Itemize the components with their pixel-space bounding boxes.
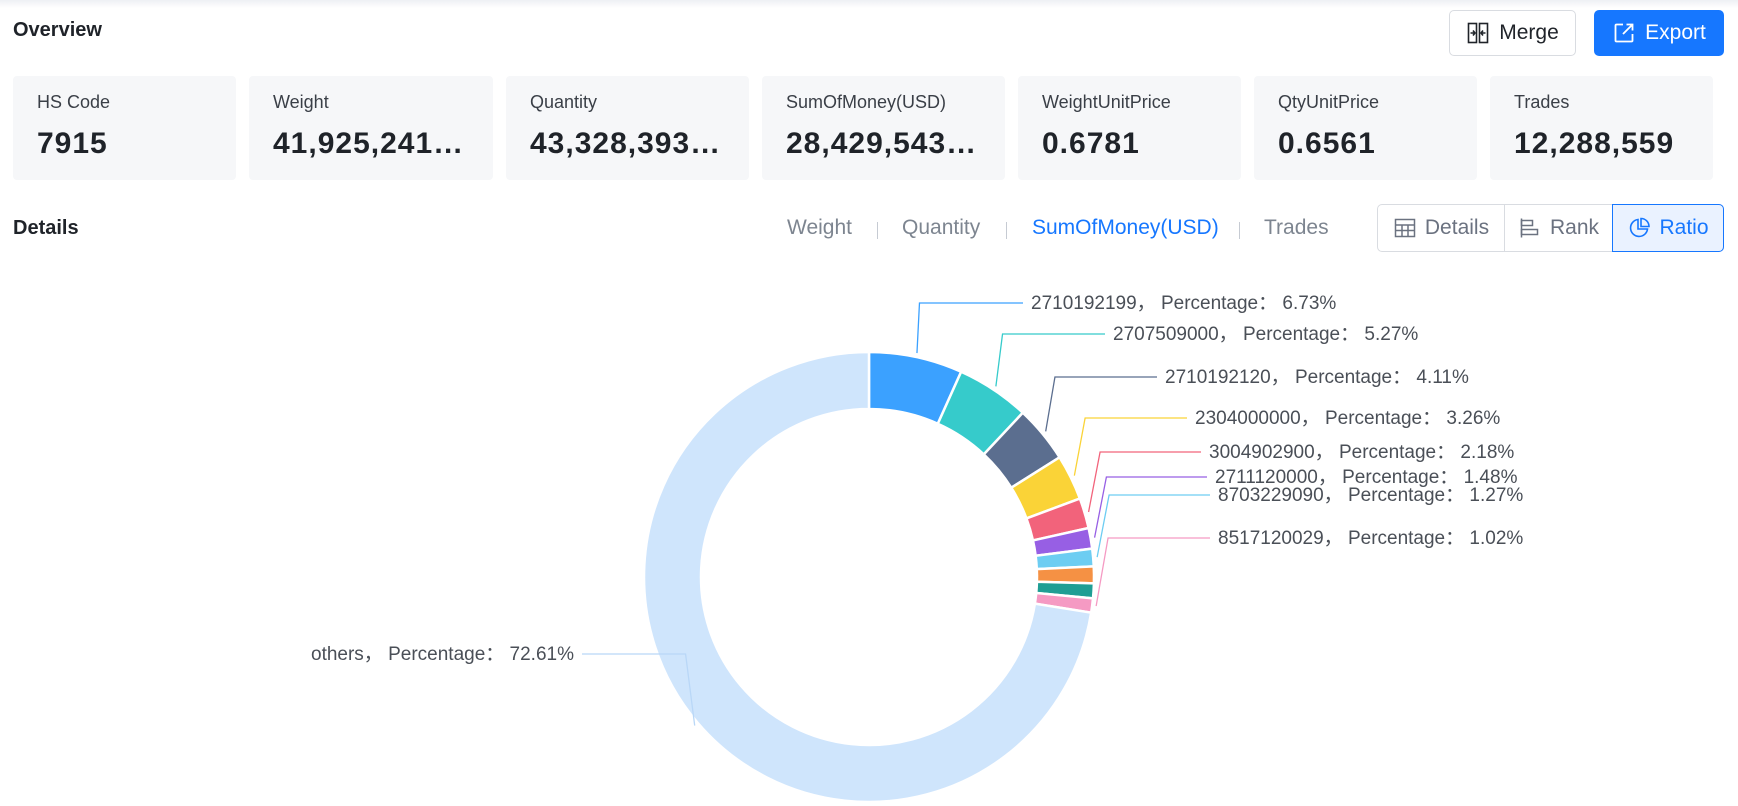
stat-label: SumOfMoney(USD) bbox=[786, 92, 947, 112]
stat-value: 7915 bbox=[37, 127, 108, 160]
ratio-donut-chart: 2710192199， Percentage： 6.73% 2707509000，… bbox=[311, 293, 1523, 804]
tab-divider bbox=[1239, 222, 1240, 239]
donut-labels: 2710192199， Percentage： 6.73% 2707509000，… bbox=[311, 293, 1523, 726]
table-icon bbox=[1394, 218, 1416, 238]
ratio-view-button[interactable]: Ratio bbox=[1612, 204, 1724, 252]
stat-value: 12,288,559 bbox=[1514, 127, 1675, 160]
stat-label: Trades bbox=[1514, 92, 1570, 112]
donut-slices bbox=[642, 350, 1096, 804]
stats-row: HS Code 7915 Weight 41,925,241,... Quant… bbox=[13, 76, 1723, 180]
stat-card-qty-unit-price: QtyUnitPrice 0.6561 bbox=[1254, 76, 1477, 180]
label-leader-line bbox=[1073, 417, 1187, 476]
label-leader-line bbox=[1087, 451, 1201, 513]
pie-chart-icon bbox=[1630, 217, 1651, 238]
export-icon bbox=[1614, 23, 1634, 43]
tab-sum-of-money[interactable]: SumOfMoney(USD) bbox=[1032, 216, 1219, 239]
rank-view-button[interactable]: Rank bbox=[1505, 204, 1612, 252]
tab-trades[interactable]: Trades bbox=[1264, 216, 1329, 239]
stat-card-hs-code: HS Code 7915 bbox=[13, 76, 236, 180]
slice-label: 3004902900， Percentage： 2.18% bbox=[1209, 442, 1514, 463]
stat-card-weight-unit-price: WeightUnitPrice 0.6781 bbox=[1018, 76, 1241, 180]
stat-value: 28,429,543,... bbox=[786, 127, 981, 160]
stat-card-sum-of-money: SumOfMoney(USD) 28,429,543,... bbox=[762, 76, 1005, 180]
tab-weight[interactable]: Weight bbox=[787, 216, 852, 239]
details-title: Details bbox=[13, 217, 79, 239]
slice-label: 2710192199， Percentage： 6.73% bbox=[1031, 293, 1336, 314]
stat-value: 41,925,241,... bbox=[273, 127, 469, 160]
view-switcher: Details Rank Ratio bbox=[1377, 204, 1724, 252]
label-leader-line bbox=[995, 333, 1105, 387]
stat-label: QtyUnitPrice bbox=[1278, 92, 1380, 112]
merge-button[interactable]: Merge bbox=[1449, 10, 1576, 56]
stat-label: Quantity bbox=[530, 92, 598, 112]
stat-value: 0.6561 bbox=[1278, 127, 1376, 160]
slice-label: others， Percentage： 72.61% bbox=[311, 644, 574, 665]
tab-divider bbox=[1006, 222, 1007, 239]
stat-card-trades: Trades 12,288,559 bbox=[1490, 76, 1713, 180]
stat-value: 43,328,393,... bbox=[530, 127, 725, 160]
donut-slice-others[interactable] bbox=[642, 350, 1093, 804]
slice-label: 2304000000， Percentage： 3.26% bbox=[1195, 408, 1500, 429]
stat-value: 0.6781 bbox=[1042, 127, 1140, 160]
slice-label: 2710192120， Percentage： 4.11% bbox=[1165, 367, 1469, 388]
ratio-view-label: Ratio bbox=[1659, 216, 1709, 239]
label-leader-line bbox=[1096, 494, 1210, 558]
slice-label: 2707509000， Percentage： 5.27% bbox=[1113, 324, 1418, 345]
tab-divider bbox=[877, 222, 878, 239]
details-view-button[interactable]: Details bbox=[1378, 204, 1504, 252]
slice-label: 8517120029， Percentage： 1.02% bbox=[1218, 528, 1523, 549]
label-leader-line bbox=[1045, 376, 1157, 432]
stat-card-weight: Weight 41,925,241,... bbox=[249, 76, 493, 180]
rank-view-label: Rank bbox=[1549, 216, 1600, 239]
label-leader-line bbox=[916, 302, 1023, 354]
tab-quantity[interactable]: Quantity bbox=[902, 216, 981, 239]
details-view-label: Details bbox=[1424, 216, 1490, 239]
view-divider bbox=[1504, 205, 1505, 251]
overview-title: Overview bbox=[13, 19, 102, 41]
stat-label: HS Code bbox=[37, 92, 111, 112]
label-leader-line bbox=[1093, 476, 1207, 538]
header-shadow bbox=[0, 0, 1738, 8]
merge-label: Merge bbox=[1499, 21, 1559, 44]
stat-label: Weight bbox=[273, 92, 329, 112]
label-leader-line bbox=[582, 653, 696, 726]
export-button[interactable]: Export bbox=[1594, 10, 1724, 56]
slice-label: 2711120000， Percentage： 1.48% bbox=[1215, 467, 1518, 488]
stat-label: WeightUnitPrice bbox=[1042, 92, 1171, 112]
label-leader-line bbox=[1095, 537, 1210, 607]
slice-label: 8703229090， Percentage： 1.27% bbox=[1218, 485, 1523, 506]
stat-card-quantity: Quantity 43,328,393,... bbox=[506, 76, 749, 180]
bar-rank-icon bbox=[1520, 218, 1539, 238]
export-label: Export bbox=[1645, 21, 1706, 44]
merge-icon bbox=[1467, 22, 1489, 44]
